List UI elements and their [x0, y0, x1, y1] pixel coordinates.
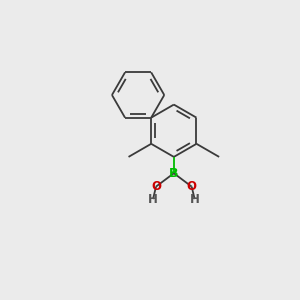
Text: B: B	[169, 167, 178, 180]
Text: O: O	[187, 180, 197, 193]
Text: O: O	[151, 180, 161, 193]
Text: H: H	[190, 193, 200, 206]
Text: H: H	[148, 193, 158, 206]
